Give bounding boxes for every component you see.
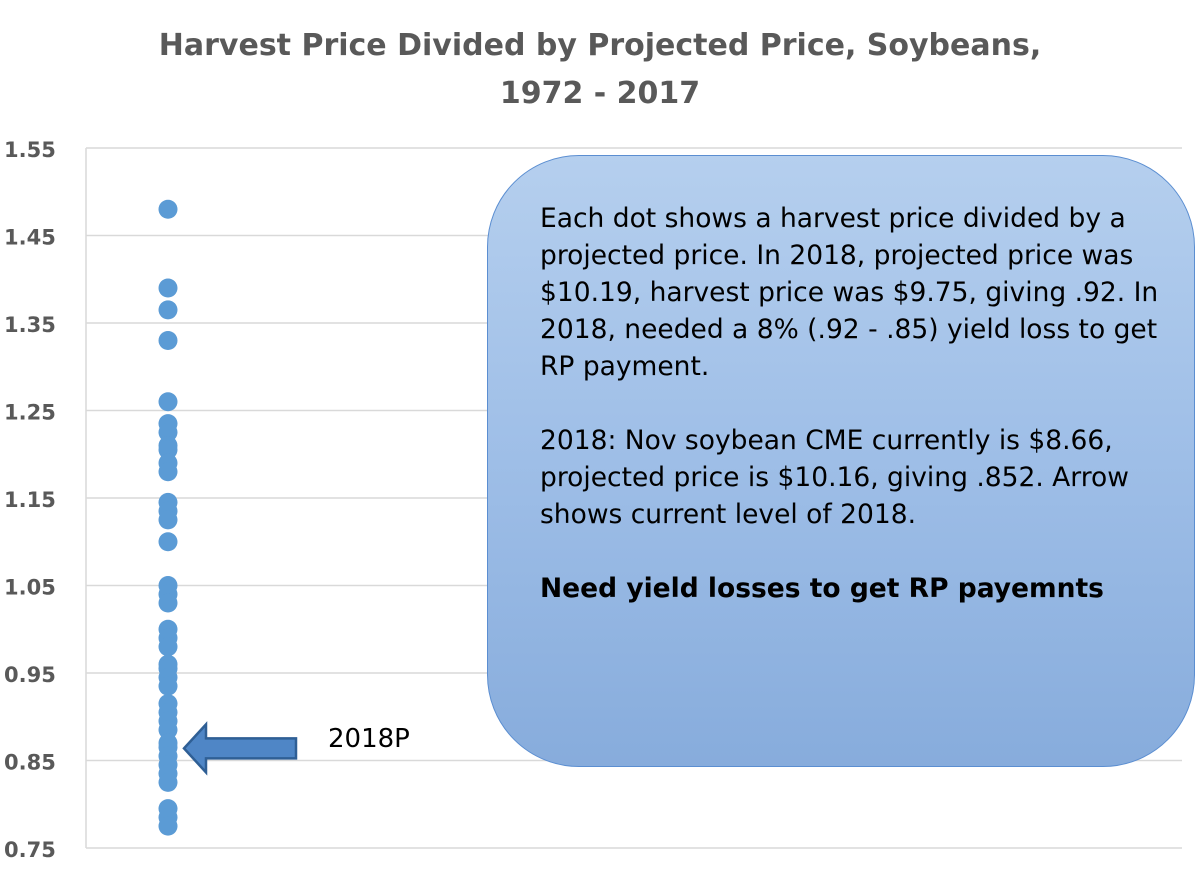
arrow-label: 2018P — [328, 724, 410, 754]
y-tick-label-1: 0.85 — [4, 751, 56, 775]
data-point-24 — [158, 676, 178, 696]
data-point-10 — [158, 462, 178, 482]
y-tick-label-4: 1.15 — [4, 488, 56, 512]
chart-title: Harvest Price Divided by Projected Price… — [0, 22, 1200, 118]
data-point-13 — [158, 510, 178, 530]
chart-title-line-2: 1972 - 2017 — [499, 76, 701, 111]
y-tick-label-8: 1.55 — [4, 138, 56, 162]
y-tick-label-6: 1.35 — [4, 313, 56, 337]
y-tick-label-0: 0.75 — [4, 838, 56, 862]
data-point-4 — [158, 392, 178, 412]
data-point-8 — [158, 440, 178, 460]
annotation-paragraph-3: Need yield losses to get RP payemnts — [540, 573, 1104, 604]
chart-title-line-1: Harvest Price Divided by Projected Price… — [158, 28, 1042, 63]
data-point-6 — [158, 422, 178, 442]
data-point-2 — [158, 300, 178, 320]
annotation-paragraph-2: 2018: Nov soybean CME currently is $8.66… — [540, 425, 1129, 530]
arrow-shape — [182, 721, 298, 776]
y-tick-label-2: 0.95 — [4, 663, 56, 687]
data-point-37 — [158, 816, 178, 836]
y-tick-label-7: 1.45 — [4, 226, 56, 250]
data-point-20 — [158, 637, 178, 657]
data-point-14 — [158, 532, 178, 552]
y-tick-label-3: 1.05 — [4, 576, 56, 600]
annotation-callout-box: Each dot shows a harvest price divided b… — [487, 155, 1195, 767]
data-point-1 — [158, 278, 178, 298]
data-point-34 — [158, 772, 178, 792]
data-point-0 — [158, 199, 178, 219]
data-point-17 — [158, 593, 178, 613]
data-point-28 — [158, 720, 178, 740]
data-points — [158, 199, 178, 836]
annotation-paragraph-1: Each dot shows a harvest price divided b… — [540, 203, 1159, 382]
y-tick-label-5: 1.25 — [4, 401, 56, 425]
y-axis-tick-labels: 0.75 0.85 0.95 1.05 1.15 1.25 1.35 1.45 1.55 — [4, 138, 56, 862]
annotation-arrow — [182, 721, 298, 776]
data-point-3 — [158, 331, 178, 350]
